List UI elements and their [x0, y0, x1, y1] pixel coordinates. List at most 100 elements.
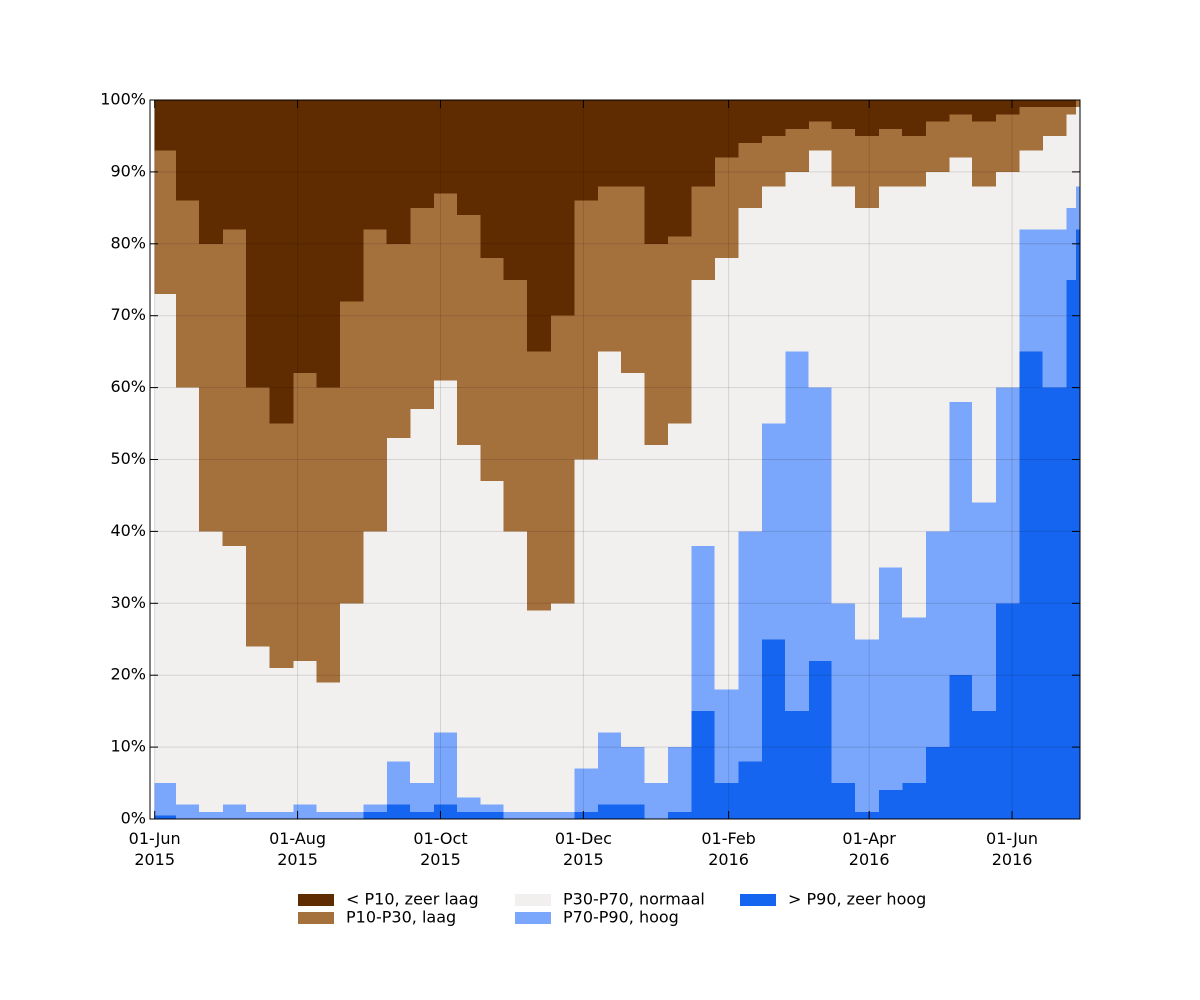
area-step: [691, 545, 716, 712]
area-series: [154, 186, 1081, 819]
x-tick-label: 01-Apr 2016: [842, 829, 896, 869]
area-step: [737, 207, 762, 532]
area-step: [1075, 186, 1081, 230]
area-step: [433, 804, 458, 819]
area-step: [550, 811, 575, 819]
area-step: [784, 128, 809, 172]
area-step: [1065, 279, 1076, 819]
area-step: [714, 100, 739, 158]
legend-label: P10-P30, laag: [346, 908, 456, 927]
area-step: [784, 351, 809, 712]
y-tick-label: 60%: [110, 377, 146, 396]
area-step: [831, 603, 856, 784]
area-step: [1065, 107, 1076, 115]
area-step: [154, 815, 177, 819]
area-step: [410, 100, 434, 208]
area-step: [386, 761, 411, 805]
area-step: [597, 732, 622, 805]
area-step: [527, 100, 552, 352]
y-tick-label: 70%: [110, 305, 146, 324]
legend-swatch: [740, 894, 776, 906]
area-step: [410, 783, 434, 812]
area-step: [855, 135, 880, 208]
area-step: [456, 797, 481, 812]
area-series: [154, 107, 1081, 812]
area-step: [154, 294, 177, 784]
area-step: [574, 811, 598, 819]
area-step: [972, 502, 997, 712]
area-step: [691, 100, 716, 187]
area-step: [878, 567, 903, 791]
area-step: [831, 128, 856, 187]
area-step: [714, 157, 739, 259]
area-step: [154, 150, 177, 295]
area-step: [1042, 387, 1067, 819]
area-step: [269, 811, 294, 819]
area-step: [878, 100, 903, 129]
area-step: [784, 711, 809, 819]
x-tick-label: 01-Feb 2016: [701, 829, 756, 869]
area-step: [1065, 100, 1076, 108]
area-step: [901, 783, 926, 819]
area-step: [691, 279, 716, 546]
area-step: [620, 373, 645, 748]
area-step: [1042, 100, 1067, 108]
y-tick-label: 50%: [110, 449, 146, 468]
area-step: [901, 186, 926, 618]
area-step: [222, 804, 247, 819]
area-step: [1019, 100, 1044, 108]
area-step: [644, 783, 669, 819]
area-step: [714, 783, 739, 819]
area-step: [714, 258, 739, 690]
area-step: [480, 804, 505, 812]
plot-frame: [149, 99, 1081, 820]
area-step: [855, 207, 880, 640]
area-step: [199, 100, 224, 244]
legend-swatch: [298, 894, 334, 906]
area-step: [175, 100, 200, 201]
area-step: [620, 186, 645, 374]
area-step: [410, 409, 434, 784]
y-tick-label: 40%: [110, 521, 146, 540]
area-step: [737, 100, 762, 144]
area-step: [761, 135, 786, 187]
y-tick-label: 20%: [110, 665, 146, 684]
area-step: [855, 639, 880, 812]
area-step: [433, 380, 458, 733]
area-step: [831, 783, 856, 819]
area-step: [855, 100, 880, 136]
area-step: [1075, 107, 1081, 187]
area-step: [269, 100, 294, 424]
area-step: [199, 243, 224, 532]
area-step: [550, 100, 575, 316]
area-step: [386, 100, 411, 244]
area-step: [620, 100, 645, 187]
area-step: [691, 711, 716, 819]
area-step: [292, 804, 317, 819]
area-step: [292, 373, 317, 661]
area-step: [363, 100, 388, 230]
area-step: [503, 279, 528, 532]
area-step: [925, 747, 950, 819]
area-step: [972, 100, 997, 122]
area-step: [714, 689, 739, 784]
area-step: [480, 100, 505, 259]
area-step: [972, 121, 997, 187]
area-step: [363, 811, 388, 819]
area-step: [456, 215, 481, 446]
area-step: [972, 186, 997, 503]
legend-swatch: [298, 912, 334, 924]
area-step: [154, 783, 177, 816]
area-step: [1065, 114, 1076, 208]
area-step: [737, 531, 762, 762]
area-step: [316, 682, 341, 812]
area-step: [316, 387, 341, 683]
area-step: [527, 610, 552, 812]
area-step: [925, 171, 950, 532]
area-step: [433, 193, 458, 381]
area-step: [737, 761, 762, 819]
area-step: [784, 100, 809, 129]
legend-label: P70-P90, hoog: [563, 908, 679, 927]
area-step: [175, 804, 200, 819]
area-step: [339, 603, 364, 812]
